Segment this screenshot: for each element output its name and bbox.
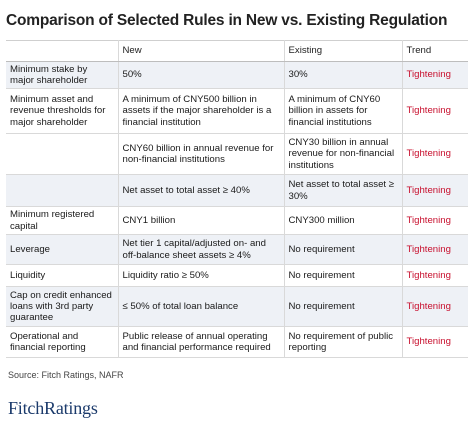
rule-cell: Cap on credit enhanced loans with 3rd pa… [6,286,119,327]
existing-cell: No requirement of public reporting [284,326,403,358]
rule-cell: Minimum asset and revenue thresholds for… [6,88,119,134]
table-row: Cap on credit enhanced loans with 3rd pa… [6,286,468,327]
page-title: Comparison of Selected Rules in New vs. … [6,12,448,29]
source-note: Source: Fitch Ratings, NAFR [8,370,124,380]
rule-cell [6,174,119,207]
trend-cell: Tightening [402,264,468,287]
table-row: Leverage Net tier 1 capital/adjusted on-… [6,234,468,265]
trend-cell: Tightening [402,61,468,89]
rule-cell: Leverage [6,234,119,265]
rule-cell: Operational and financial reporting [6,326,119,358]
new-cell: Net asset to total asset ≥ 40% [118,174,285,207]
table-row: Minimum stake by major shareholder 50% 3… [6,61,468,89]
table-row: CNY60 billion in annual revenue for non-… [6,133,468,175]
header-trend: Trend [402,40,468,62]
fitch-ratings-logo: FitchRatings [8,398,98,419]
header-rule [6,40,119,62]
trend-cell: Tightening [402,206,468,235]
new-cell: Net tier 1 capital/adjusted on- and off-… [118,234,285,265]
new-cell: Public release of annual operating and f… [118,326,285,358]
trend-cell: Tightening [402,133,468,175]
new-cell: Liquidity ratio ≥ 50% [118,264,285,287]
table-row: Operational and financial reporting Publ… [6,326,468,358]
table-row: Net asset to total asset ≥ 40% Net asset… [6,174,468,207]
trend-cell: Tightening [402,174,468,207]
rule-cell: Liquidity [6,264,119,287]
existing-cell: No requirement [284,286,403,327]
logo-ratings-text: Ratings [44,398,98,418]
rule-cell: Minimum registered capital [6,206,119,235]
new-cell: A minimum of CNY500 billion in assets if… [118,88,285,134]
table-row: Minimum registered capital CNY1 billion … [6,206,468,235]
existing-cell: CNY300 million [284,206,403,235]
new-cell: ≤ 50% of total loan balance [118,286,285,327]
existing-cell: No requirement [284,234,403,265]
comparison-table: New Existing Trend Minimum stake by majo… [6,40,468,358]
table-row: Minimum asset and revenue thresholds for… [6,88,468,134]
logo-fitch-text: Fitch [8,398,45,418]
trend-cell: Tightening [402,326,468,358]
header-existing: Existing [284,40,403,62]
new-cell: CNY1 billion [118,206,285,235]
existing-cell: A minimum of CNY60 billion in assets for… [284,88,403,134]
trend-cell: Tightening [402,286,468,327]
rule-cell: Minimum stake by major shareholder [6,61,119,89]
existing-cell: No requirement [284,264,403,287]
header-new: New [118,40,285,62]
new-cell: 50% [118,61,285,89]
trend-cell: Tightening [402,234,468,265]
table-header-row: New Existing Trend [6,40,468,62]
existing-cell: Net asset to total asset ≥ 30% [284,174,403,207]
existing-cell: CNY30 billion in annual revenue for non-… [284,133,403,175]
rule-cell [6,133,119,175]
table-row: Liquidity Liquidity ratio ≥ 50% No requi… [6,264,468,287]
trend-cell: Tightening [402,88,468,134]
existing-cell: 30% [284,61,403,89]
new-cell: CNY60 billion in annual revenue for non-… [118,133,285,175]
